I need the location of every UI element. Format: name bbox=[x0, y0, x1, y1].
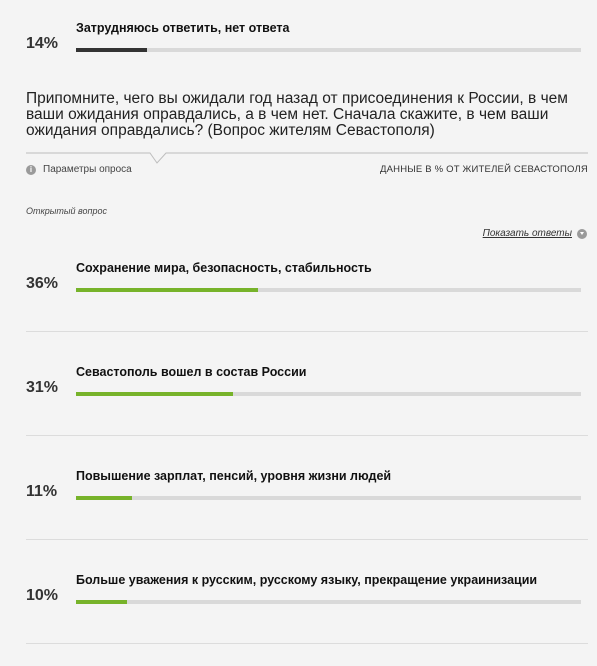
answer-label: Севастополь вошел в состав России bbox=[76, 365, 307, 379]
survey-params-link[interactable]: i Параметры опроса bbox=[26, 164, 132, 175]
answer-row: Сохранение мира, безопасность, стабильно… bbox=[0, 250, 597, 354]
answer-bar-fill bbox=[76, 496, 132, 500]
answer-percent: 31% bbox=[26, 379, 59, 396]
row-divider bbox=[26, 331, 588, 332]
answer-bar-fill bbox=[76, 288, 258, 292]
answer-row: Севастополь вошел в состав России 31% bbox=[0, 354, 597, 458]
row-divider bbox=[26, 539, 588, 540]
data-source-note: ДАННЫЕ В % ОТ ЖИТЕЛЕЙ СЕВАСТОПОЛЯ bbox=[379, 164, 588, 175]
question-pointer-line bbox=[26, 152, 588, 164]
answer-label: Больше уважения к русским, русскому язык… bbox=[76, 573, 538, 587]
answer-bar-fill bbox=[76, 600, 127, 604]
show-answers-label: Показать ответы bbox=[482, 228, 572, 239]
answer-bar-fill bbox=[76, 392, 233, 396]
answer-bar-track bbox=[76, 392, 581, 396]
answer-bar-track bbox=[76, 48, 581, 52]
answer-percent: 10% bbox=[26, 587, 59, 604]
row-divider bbox=[26, 435, 588, 436]
answer-label: Сохранение мира, безопасность, стабильно… bbox=[76, 261, 372, 275]
answer-row: Больше уважения к русским, русскому язык… bbox=[0, 562, 597, 666]
open-question-note: Открытый вопрос bbox=[26, 206, 107, 216]
answer-label: Повышение зарплат, пенсий, уровня жизни … bbox=[76, 469, 392, 483]
info-icon: i bbox=[26, 164, 36, 175]
answer-bar-track bbox=[76, 288, 581, 292]
show-answers-button[interactable]: Показать ответы bbox=[483, 228, 587, 239]
row-divider bbox=[26, 643, 588, 644]
chevron-down-icon bbox=[577, 228, 587, 239]
survey-params-label: Параметры опроса bbox=[43, 164, 132, 175]
answer-label: Затрудняюсь ответить, нет ответа bbox=[76, 21, 290, 35]
answer-bar-track bbox=[76, 496, 581, 500]
answer-percent: 11% bbox=[26, 483, 58, 500]
answer-percent: 14% bbox=[26, 35, 59, 52]
answer-bar-fill bbox=[76, 48, 147, 52]
question-text: Припомните, чего вы ожидали год назад от… bbox=[26, 90, 568, 139]
answer-bar-track bbox=[76, 600, 581, 604]
answer-row: Повышение зарплат, пенсий, уровня жизни … bbox=[0, 458, 597, 562]
answer-percent: 36% bbox=[26, 275, 59, 292]
answer-row-no-answer: Затрудняюсь ответить, нет ответа 14% bbox=[0, 0, 597, 62]
